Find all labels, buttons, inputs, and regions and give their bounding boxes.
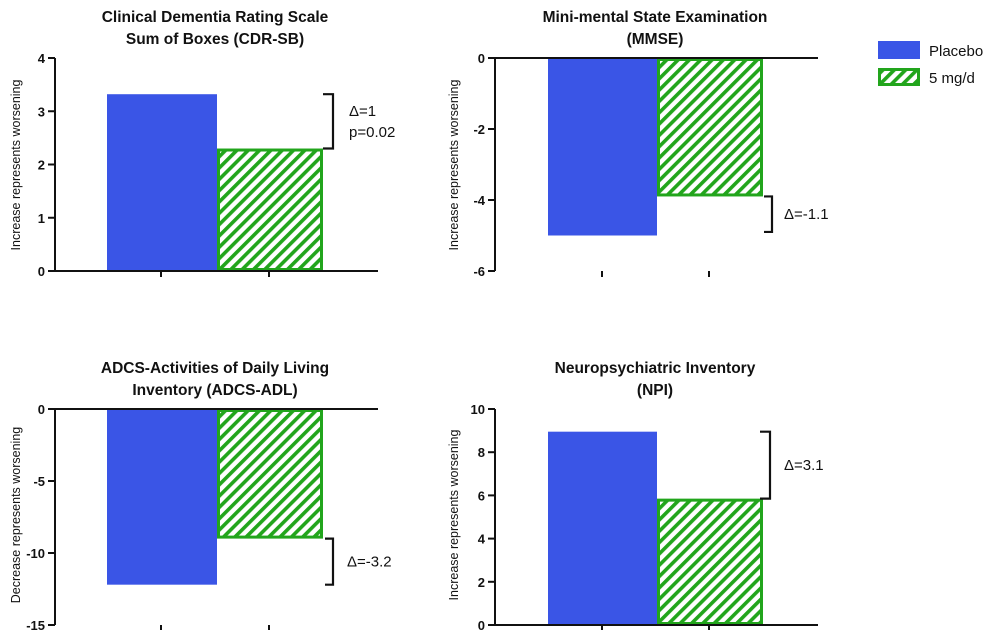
delta-bracket	[323, 93, 335, 150]
y-tick-label: 2	[38, 158, 45, 173]
y-tick-label: 2	[478, 575, 485, 590]
delta-annotation: p=0.02	[349, 124, 395, 141]
delta-annotation: Δ=1	[349, 103, 376, 120]
delta-bracket	[764, 195, 774, 234]
legend-swatch-treatment	[878, 68, 920, 86]
y-tick-label: -4	[473, 193, 485, 208]
bar-placebo	[548, 58, 657, 236]
y-tick-label: -5	[33, 474, 45, 489]
y-tick-label: 1	[38, 211, 45, 226]
delta-annotation: Δ=-3.2	[347, 554, 392, 571]
delta-annotation: Δ=3.1	[784, 457, 824, 474]
bar-treatment	[217, 148, 323, 271]
y-tick-label: 10	[471, 402, 485, 417]
legend-swatch-placebo	[878, 41, 920, 59]
y-tick-label: 6	[478, 488, 485, 503]
chart-title-line: ADCS-Activities of Daily Living	[101, 360, 329, 377]
chart-panel-3: ADCS-Activities of Daily Living Inventory…	[9, 360, 392, 630]
bar-placebo	[107, 94, 217, 272]
chart-title-line: Sum of Boxes (CDR-SB)	[126, 31, 304, 48]
delta-bracket	[760, 430, 772, 500]
y-tick-label: 0	[478, 618, 485, 630]
y-tick-label: 8	[478, 445, 485, 460]
chart-panel-2: Mini-mental State Examination (MMSE) Incre…	[447, 9, 829, 279]
legend-label: Placebo	[929, 43, 983, 60]
bar-treatment	[657, 58, 763, 197]
y-tick-label: 4	[478, 532, 486, 547]
y-axis-label: Increase represents worsening	[447, 79, 461, 250]
legend-label: 5 mg/d	[929, 70, 975, 87]
chart-title-line: Neuropsychiatric Inventory	[555, 360, 756, 377]
chart-title-line: Mini-mental State Examination	[543, 9, 768, 26]
delta-annotation: Δ=-1.1	[784, 206, 829, 223]
y-axis-label: Increase represents worsening	[447, 429, 461, 600]
bar-treatment	[217, 409, 323, 539]
y-tick-label: 3	[38, 104, 45, 119]
legend: Placebo 5 mg/d	[878, 41, 983, 87]
y-tick-label: 4	[38, 51, 46, 66]
bar-placebo	[548, 431, 657, 625]
chart-panel-1: Clinical Dementia Rating Scale Sum of Box…	[9, 9, 395, 279]
y-tick-label: -15	[26, 618, 45, 630]
chart-title-line: (MMSE)	[627, 31, 684, 48]
y-tick-label: -2	[473, 122, 485, 137]
delta-bracket	[325, 537, 335, 586]
y-tick-label: 0	[38, 402, 45, 417]
chart-title-line: Inventory (ADCS-ADL)	[132, 382, 297, 399]
chart-title-line: (NPI)	[637, 382, 673, 399]
y-axis-label: Increase represents worsening	[9, 79, 23, 250]
bar-treatment	[657, 498, 763, 626]
y-tick-label: 0	[478, 51, 485, 66]
y-tick-label: 0	[38, 264, 45, 279]
y-tick-label: -10	[26, 546, 45, 561]
y-tick-label: -6	[473, 264, 485, 279]
chart-title-line: Clinical Dementia Rating Scale	[102, 9, 329, 26]
y-axis-label: Decrease represents worsening	[9, 427, 23, 604]
chart-panel-4: Neuropsychiatric Inventory (NPI) Increase …	[447, 360, 824, 630]
bar-placebo	[107, 409, 217, 585]
